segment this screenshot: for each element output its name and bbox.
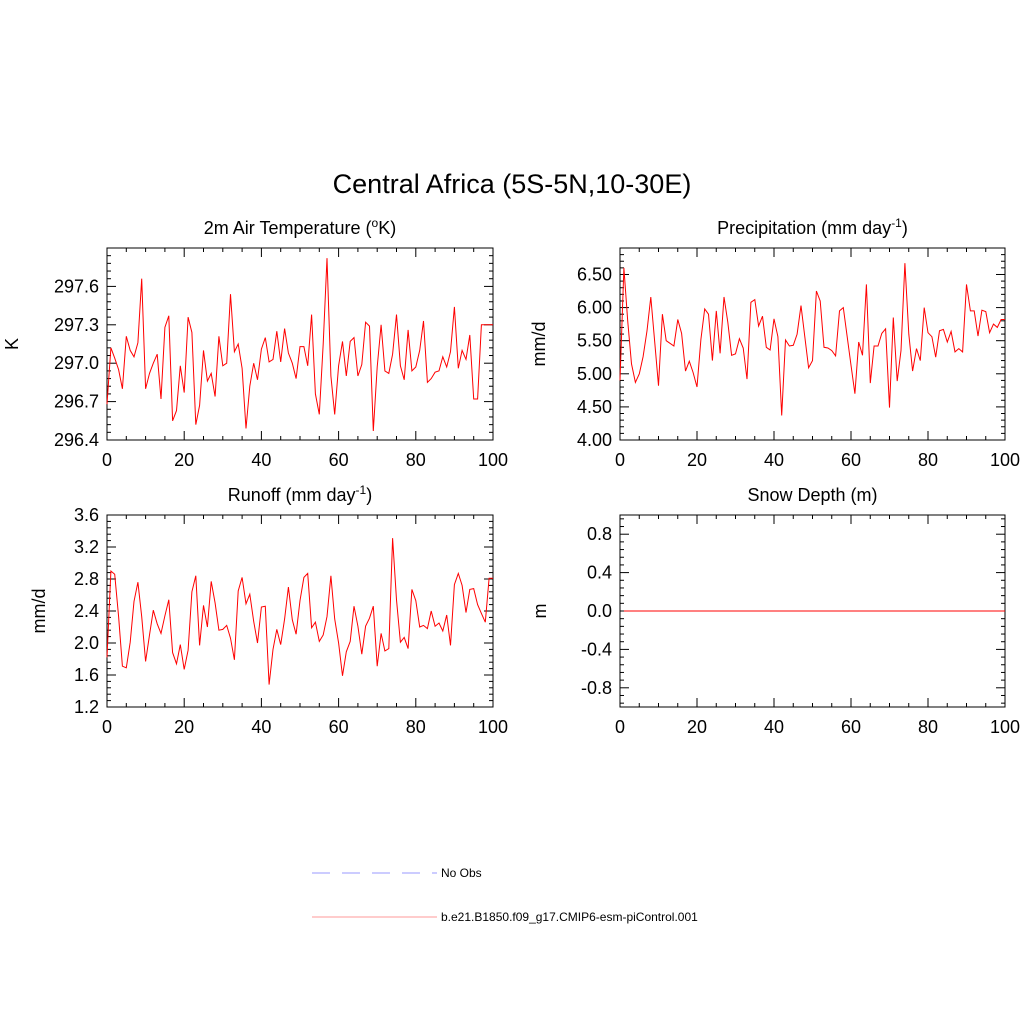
x-tick-label: 20 (174, 717, 194, 737)
y-tick-label: 4.50 (577, 397, 612, 417)
series-line-runoff (106, 538, 493, 685)
y-tick-label: -0.8 (581, 678, 612, 698)
y-tick-label: 3.6 (74, 505, 99, 525)
panel-title-precipitation: Precipitation (mm day-1) (717, 216, 908, 238)
x-tick-label: 80 (918, 450, 938, 470)
x-tick-label: 80 (918, 717, 938, 737)
figure-title: Central Africa (5S-5N,10-30E) (333, 169, 692, 199)
legend-label-no-obs: No Obs (441, 866, 482, 880)
y-tick-label: 5.00 (577, 364, 612, 384)
y-axis-label-snow-depth: m (530, 604, 550, 619)
x-tick-label: 20 (174, 450, 194, 470)
y-tick-label: 297.6 (54, 276, 99, 296)
x-tick-label: 0 (102, 717, 112, 737)
y-tick-label: 4.00 (577, 430, 612, 450)
y-axis-label-runoff: mm/d (29, 589, 49, 634)
y-axis-label-temperature: K (2, 338, 22, 350)
plot-frame-precipitation (619, 247, 1006, 441)
x-tick-label: 0 (615, 450, 625, 470)
panels: 0 20 40 60 80 100 296.4 296.7 297.0 297.3 297.6 K 2m… (2, 216, 1020, 737)
panel-title-runoff: Runoff (mm day-1) (228, 483, 372, 505)
plot-frame-runoff (106, 514, 494, 708)
y-tick-label: 297.3 (54, 315, 99, 335)
plot-frame-temperature (106, 247, 494, 441)
x-tick-label: 100 (478, 450, 508, 470)
y-tick-label: 0.0 (587, 601, 612, 621)
panel-title-temperature: 2m Air Temperature (oK) (204, 216, 396, 238)
x-tick-label: 100 (990, 450, 1020, 470)
panel-title-snow-depth: Snow Depth (m) (747, 485, 877, 505)
y-tick-label: 2.8 (74, 569, 99, 589)
y-tick-label: 6.00 (577, 298, 612, 318)
x-tick-label: 80 (406, 450, 426, 470)
x-tick-label: 60 (841, 717, 861, 737)
x-tick-label: 0 (615, 717, 625, 737)
series-line-temperature (106, 258, 493, 432)
y-tick-label: 296.7 (54, 392, 99, 412)
y-tick-label: 297.0 (54, 353, 99, 373)
x-tick-label: 40 (764, 717, 784, 737)
y-tick-label: 1.6 (74, 665, 99, 685)
y-tick-label: 6.50 (577, 264, 612, 284)
panel-runoff: 0 20 40 60 80 100 1.2 1.6 2.0 2.4 2.8 3.2 3.6 mm/d Run… (29, 483, 508, 737)
legend: No Obs b.e21.B1850.f09_g17.CMIP6-esm-piC… (312, 866, 698, 924)
y-tick-label: 0.4 (587, 563, 612, 583)
x-tick-label: 40 (251, 450, 271, 470)
panel-temperature: 0 20 40 60 80 100 296.4 296.7 297.0 297.3 297.6 K 2m… (2, 216, 508, 470)
panel-snow-depth: 0 20 40 60 80 100 -0.8 -0.4 0.0 0.4 0.8 m Snow Depth… (530, 485, 1020, 737)
x-tick-label: 80 (406, 717, 426, 737)
x-tick-label: 60 (329, 450, 349, 470)
y-tick-label: 296.4 (54, 430, 99, 450)
x-tick-label: 100 (478, 717, 508, 737)
y-tick-label: 3.2 (74, 537, 99, 557)
x-tick-label: 60 (329, 717, 349, 737)
x-tick-label: 100 (990, 717, 1020, 737)
x-tick-label: 40 (764, 450, 784, 470)
y-tick-label: 2.0 (74, 633, 99, 653)
y-tick-label: 0.8 (587, 524, 612, 544)
legend-label-model: b.e21.B1850.f09_g17.CMIP6-esm-piControl.… (441, 910, 698, 924)
x-tick-label: 0 (102, 450, 112, 470)
y-axis-label-precipitation: mm/d (529, 322, 549, 367)
x-tick-label: 20 (687, 450, 707, 470)
x-tick-label: 40 (251, 717, 271, 737)
series-line-precipitation (619, 263, 1005, 416)
panel-precipitation: 0 20 40 60 80 100 4.00 4.50 5.00 5.50 6.00 6.50 mm/d… (529, 216, 1020, 470)
x-tick-label: 20 (687, 717, 707, 737)
y-tick-label: 2.4 (74, 601, 99, 621)
y-tick-label: -0.4 (581, 639, 612, 659)
x-tick-label: 60 (841, 450, 861, 470)
y-tick-label: 1.2 (74, 697, 99, 717)
y-tick-label: 5.50 (577, 331, 612, 351)
